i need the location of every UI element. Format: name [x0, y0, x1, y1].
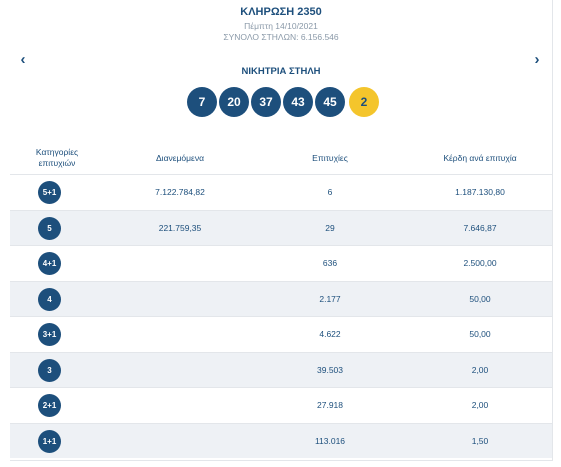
table-row: 4+1 636 2.500,00 — [10, 245, 552, 281]
previous-draw-chevron-left-icon[interactable]: ‹ — [20, 51, 26, 68]
category-badge: 1+1 — [38, 429, 61, 453]
distributed-value: 7.122.784,82 — [155, 187, 205, 197]
results-table-header: Κατηγορίες επιτυχιών Διανεμόμενα Επιτυχί… — [10, 140, 552, 174]
header-distributed: Διανεμόμενα — [156, 153, 204, 163]
prize-value: 7.646,87 — [463, 222, 497, 233]
table-row: 1+1 113.016 1,50 — [10, 422, 552, 458]
table-row: 2+1 27.918 2,00 — [10, 387, 552, 423]
header-category-line2: επιτυχιών — [38, 158, 76, 168]
prize-value: 1.187.130,80 — [455, 187, 505, 197]
draw-results-panel: ΚΛΗΡΩΣΗ 2350 Πέμπτη 14/10/2021 ΣΥΝΟΛΟ ΣΤ… — [10, 0, 553, 461]
number-ball: 37 — [251, 87, 281, 117]
header-prize: Κέρδη ανά επιτυχία — [443, 153, 517, 163]
winners-value: 636 — [322, 258, 338, 268]
winners-value: 6 — [327, 187, 333, 197]
prize-value: 1,50 — [471, 435, 489, 446]
header-category-line1: Κατηγορίες — [35, 147, 79, 157]
category-badge: 4 — [38, 287, 61, 311]
total-columns: ΣΥΝΟΛΟ ΣΤΗΛΩΝ: 6.156.546 — [223, 32, 339, 42]
number-ball: 7 — [187, 87, 217, 117]
category-badge: 5 — [38, 216, 61, 240]
draw-header: ΚΛΗΡΩΣΗ 2350 Πέμπτη 14/10/2021 ΣΥΝΟΛΟ ΣΤ… — [10, 4, 552, 43]
prize-value: 2,00 — [471, 400, 489, 410]
winning-column-label: ΝΙΚΗΤΡΙΑ ΣΤΗΛΗ — [241, 66, 321, 77]
number-ball: 45 — [315, 87, 345, 117]
winning-numbers: 7 20 37 43 45 2 — [187, 87, 379, 117]
category-badge: 5+1 — [38, 181, 61, 204]
header-category: Κατηγορίες επιτυχιών — [27, 147, 87, 169]
winners-value: 27.918 — [317, 400, 343, 410]
category-badge: 3 — [38, 358, 61, 382]
winners-value: 2.177 — [319, 293, 341, 304]
table-row: 4 2.177 50,00 — [10, 280, 552, 316]
draw-date: Πέμπτη 14/10/2021 — [244, 21, 318, 31]
table-row: 3 39.503 2,00 — [10, 351, 552, 387]
header-winners: Επιτυχίες — [312, 153, 348, 163]
winners-value: 4.622 — [319, 329, 341, 339]
results-table-body: 5+1 7.122.784,82 6 1.187.130,80 5 221.75… — [10, 174, 552, 458]
table-row: 5+1 7.122.784,82 6 1.187.130,80 — [10, 174, 552, 210]
prize-value: 50,00 — [469, 293, 491, 304]
category-badge: 4+1 — [38, 252, 61, 275]
prize-value: 2,00 — [471, 364, 489, 375]
winners-value: 113.016 — [314, 435, 346, 446]
prize-value: 2.500,00 — [463, 258, 497, 268]
number-ball: 20 — [219, 87, 249, 117]
table-row: 3+1 4.622 50,00 — [10, 316, 552, 352]
category-badge: 2+1 — [38, 394, 61, 417]
distributed-value: 221.759,35 — [158, 222, 202, 233]
next-draw-chevron-right-icon[interactable]: › — [534, 51, 540, 68]
category-badge: 3+1 — [38, 323, 61, 346]
winners-value: 29 — [325, 222, 335, 233]
number-ball: 43 — [283, 87, 313, 117]
table-row: 5 221.759,35 29 7.646,87 — [10, 209, 552, 245]
prize-value: 50,00 — [469, 329, 491, 339]
draw-title: ΚΛΗΡΩΣΗ 2350 — [240, 6, 322, 18]
bonus-ball: 2 — [349, 87, 379, 117]
winners-value: 39.503 — [317, 364, 343, 375]
